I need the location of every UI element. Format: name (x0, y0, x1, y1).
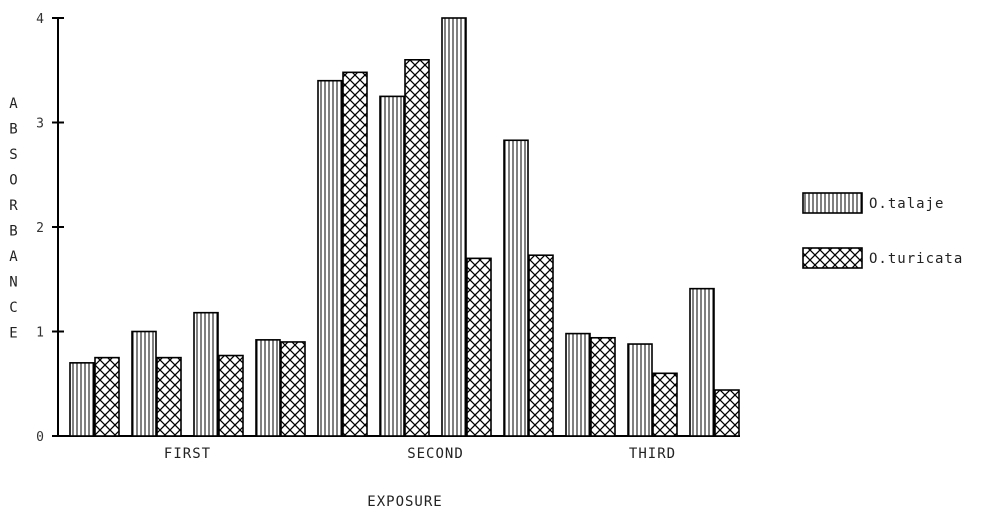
bar-o-talaje (503, 139, 529, 437)
bar-o-turicata (652, 372, 678, 437)
bar-o-talaje (317, 79, 343, 437)
bar-o-talaje (379, 95, 405, 437)
bar-o-turicata (218, 354, 244, 437)
bar-o-turicata (280, 341, 306, 437)
bar-o-talaje (255, 339, 281, 437)
category-labels: FIRST SECOND THIRD (164, 446, 676, 462)
bar-o-turicata (590, 336, 616, 437)
bar-o-turicata (466, 257, 492, 437)
bar-o-turicata (94, 356, 120, 437)
legend-swatch-o-turicata (802, 247, 863, 269)
bar-o-talaje (565, 332, 591, 437)
x-category-label: SECOND (407, 446, 464, 462)
bar-o-talaje (131, 330, 157, 437)
y-tick-label: 1 (36, 326, 44, 341)
bar-o-turicata (528, 254, 554, 437)
y-tick-label: 3 (36, 117, 44, 132)
bars (69, 17, 740, 437)
legend-label: O.turicata (869, 251, 963, 267)
bar-o-turicata (714, 389, 740, 437)
legend-swatch-o-talaje (802, 192, 863, 214)
bar-o-turicata (342, 71, 368, 437)
bar-o-talaje (689, 287, 715, 437)
bar-o-talaje (627, 343, 653, 437)
x-category-label: THIRD (629, 446, 676, 462)
bar-o-turicata (156, 356, 182, 437)
bar-o-talaje (193, 311, 219, 437)
x-category-label: FIRST (164, 446, 211, 462)
y-tick-label: 2 (36, 221, 44, 236)
x-axis-title: EXPOSURE (367, 494, 442, 510)
y-axis: 0 1 2 3 4 (36, 12, 64, 445)
bar-o-talaje (69, 362, 95, 437)
bar-o-talaje (441, 17, 467, 437)
y-tick-label: 0 (36, 430, 44, 445)
bar-o-turicata (404, 58, 430, 437)
y-tick-label: 4 (36, 12, 44, 27)
legend: O.talaje O.turicata (802, 192, 963, 269)
legend-label: O.talaje (869, 196, 944, 212)
